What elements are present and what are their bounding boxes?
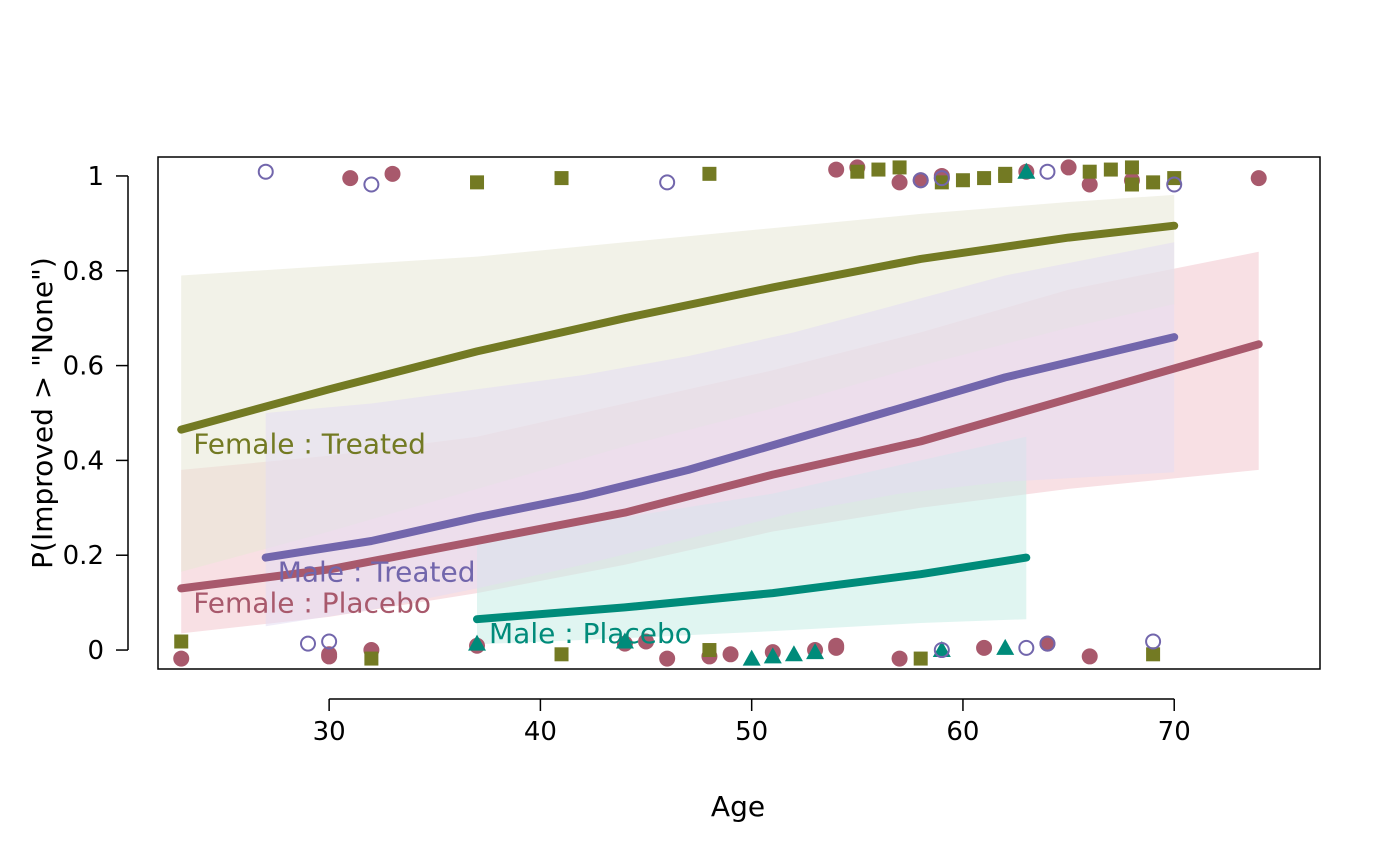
point-male-treated xyxy=(1018,639,1035,656)
point-female-treated xyxy=(1146,647,1161,662)
line-male-placebo xyxy=(473,553,1031,624)
label-female-placebo: Female : Placebo xyxy=(193,586,431,619)
y-axis: 0 0.2 0.4 0.6 0.8 1 xyxy=(63,162,129,666)
point-male-placebo xyxy=(784,645,803,662)
point-male-treated xyxy=(363,176,380,193)
confidence-bands xyxy=(181,194,1259,645)
line-male-treated xyxy=(261,333,1179,562)
point-female-treated xyxy=(998,166,1013,181)
point-female-placebo xyxy=(321,646,338,663)
y-tick-label: 0.4 xyxy=(63,446,104,476)
point-female-treated xyxy=(174,634,189,649)
point-male-placebo xyxy=(1017,162,1036,179)
point-female-treated xyxy=(850,164,865,179)
y-tick-label: 0.8 xyxy=(63,257,104,287)
x-axis-title: Age xyxy=(711,790,765,823)
fit-lines xyxy=(177,221,1263,624)
point-female-placebo xyxy=(384,165,401,182)
point-female-placebo xyxy=(891,174,908,191)
y-tick-label: 0 xyxy=(87,636,104,666)
x-tick-label: 40 xyxy=(524,717,557,747)
point-female-treated xyxy=(470,175,485,190)
point-female-placebo xyxy=(1081,176,1098,193)
point-male-placebo xyxy=(468,634,487,651)
point-male-treated xyxy=(659,174,676,191)
observation-points xyxy=(173,159,1267,667)
y-tick-label: 0.2 xyxy=(63,541,104,571)
point-male-treated xyxy=(321,633,338,650)
point-male-treated xyxy=(912,172,929,189)
point-female-treated xyxy=(1103,162,1118,177)
point-female-placebo xyxy=(1250,170,1267,187)
point-female-treated xyxy=(871,162,886,177)
x-tick-label: 50 xyxy=(735,717,768,747)
point-female-placebo xyxy=(976,639,993,656)
point-female-treated xyxy=(892,160,907,175)
point-male-treated xyxy=(1039,163,1056,180)
label-female-treated: Female : Treated xyxy=(193,428,426,461)
point-male-treated xyxy=(1145,633,1162,650)
point-female-treated xyxy=(934,175,949,190)
label-male-placebo: Male : Placebo xyxy=(489,617,692,650)
point-male-treated xyxy=(933,170,950,187)
point-female-placebo xyxy=(1039,635,1056,652)
y-tick-label: 0.6 xyxy=(63,352,104,382)
point-female-treated xyxy=(955,173,970,188)
point-male-placebo xyxy=(742,649,761,666)
point-female-treated xyxy=(554,171,569,186)
point-female-treated xyxy=(702,643,717,658)
point-female-placebo xyxy=(638,633,655,650)
point-female-placebo xyxy=(342,170,359,187)
point-male-treated xyxy=(300,635,317,652)
point-male-treated xyxy=(1039,635,1056,652)
point-female-treated xyxy=(1124,160,1139,175)
point-male-placebo xyxy=(996,638,1015,655)
point-male-treated xyxy=(1166,176,1183,193)
point-female-placebo xyxy=(1060,159,1077,176)
point-male-placebo xyxy=(932,641,951,658)
series-labels: Female : Placebo Female : Treated Male : P… xyxy=(193,428,692,651)
point-female-placebo xyxy=(828,637,845,654)
x-tick-label: 60 xyxy=(946,717,979,747)
point-female-placebo xyxy=(173,650,190,667)
x-tick-label: 70 xyxy=(1158,717,1191,747)
point-female-treated xyxy=(554,647,569,662)
point-female-treated xyxy=(1082,164,1097,179)
line-female-treated xyxy=(177,221,1179,434)
x-tick-label: 30 xyxy=(313,717,346,747)
point-male-placebo xyxy=(615,632,634,649)
line-female-placebo xyxy=(177,340,1263,593)
point-female-treated xyxy=(702,166,717,181)
point-female-placebo xyxy=(659,650,676,667)
point-male-placebo xyxy=(763,647,782,664)
point-female-placebo xyxy=(912,172,929,189)
point-male-placebo xyxy=(806,643,825,660)
point-male-treated xyxy=(257,163,274,180)
point-female-treated xyxy=(364,651,379,666)
point-male-treated xyxy=(933,642,950,659)
point-female-placebo xyxy=(828,161,845,178)
plot-frame xyxy=(157,156,1321,670)
point-female-treated xyxy=(913,651,928,666)
point-female-placebo xyxy=(891,650,908,667)
band-male-treated xyxy=(265,242,1175,627)
point-female-treated xyxy=(977,171,992,186)
point-female-placebo xyxy=(722,646,739,663)
point-female-placebo xyxy=(1081,648,1098,665)
point-female-treated xyxy=(1124,177,1139,192)
label-male-treated: Male : Treated xyxy=(278,556,476,589)
y-tick-label: 1 xyxy=(87,162,104,192)
point-female-treated xyxy=(1146,175,1161,190)
y-axis-title: P(Improved > "None") xyxy=(26,257,59,569)
x-axis: 30 40 50 60 70 xyxy=(313,698,1191,747)
